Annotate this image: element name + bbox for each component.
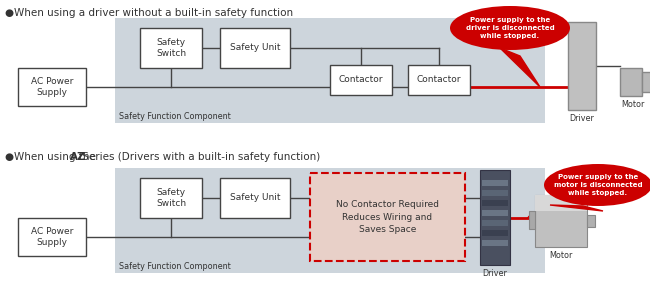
Bar	[18, 218, 86, 256]
Text: Driver: Driver	[569, 114, 595, 123]
Bar	[310, 173, 465, 261]
Ellipse shape	[450, 6, 570, 50]
Text: Safety
Switch: Safety Switch	[156, 188, 186, 208]
Bar	[535, 195, 587, 211]
Text: Power supply to the
driver is disconnected
while stopped.: Power supply to the driver is disconnect…	[465, 17, 554, 39]
Bar	[220, 28, 290, 68]
Bar	[480, 170, 510, 265]
Text: ●When using a driver without a built-in safety function: ●When using a driver without a built-in …	[5, 8, 293, 18]
Bar	[115, 18, 545, 123]
Text: Contactor: Contactor	[339, 75, 384, 85]
Bar	[587, 215, 595, 227]
Bar	[482, 210, 508, 216]
Text: Motor: Motor	[621, 100, 645, 109]
Bar	[568, 22, 596, 110]
Ellipse shape	[544, 164, 650, 206]
Text: Motor: Motor	[549, 251, 573, 260]
Text: Driver: Driver	[482, 269, 508, 278]
Text: Safety
Switch: Safety Switch	[156, 38, 186, 58]
Bar	[482, 240, 508, 246]
Text: Safety Function Component: Safety Function Component	[119, 112, 231, 121]
Text: Safety Unit: Safety Unit	[229, 44, 280, 52]
Text: Safety Unit: Safety Unit	[229, 193, 280, 203]
Bar	[482, 190, 508, 196]
Polygon shape	[550, 205, 603, 211]
Bar	[482, 220, 508, 226]
Text: AC Power
Supply: AC Power Supply	[31, 77, 73, 97]
Bar	[620, 68, 642, 96]
Text: ●When using the: ●When using the	[5, 152, 99, 162]
Bar	[482, 200, 508, 206]
Text: AC Power
Supply: AC Power Supply	[31, 226, 73, 247]
Bar	[482, 230, 508, 236]
Bar	[535, 195, 587, 247]
Text: Power supply to the
motor is disconnected
while stopped.: Power supply to the motor is disconnecte…	[554, 174, 642, 196]
Bar	[140, 28, 202, 68]
Bar	[408, 65, 470, 95]
Text: Contactor: Contactor	[417, 75, 462, 85]
Bar	[140, 178, 202, 218]
Text: Series (Drivers with a built-in safety function): Series (Drivers with a built-in safety f…	[79, 152, 320, 162]
Bar	[529, 211, 535, 229]
Bar	[220, 178, 290, 218]
Text: No Contactor Required
Reduces Wiring and
Saves Space: No Contactor Required Reduces Wiring and…	[336, 200, 439, 234]
Bar	[482, 180, 508, 186]
Polygon shape	[500, 48, 540, 87]
Bar	[642, 72, 650, 92]
Text: AZ: AZ	[70, 152, 85, 162]
Bar	[115, 168, 545, 273]
Bar	[330, 65, 392, 95]
Text: Safety Function Component: Safety Function Component	[119, 262, 231, 271]
Bar	[18, 68, 86, 106]
